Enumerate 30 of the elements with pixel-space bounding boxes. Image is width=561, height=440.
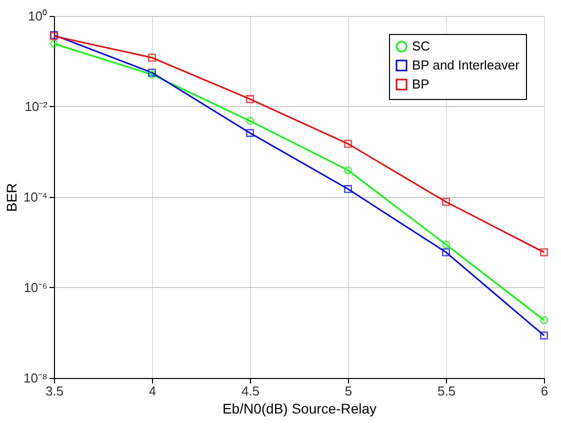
- point: [148, 54, 156, 62]
- y-tick-label: 10⁻⁶: [24, 280, 48, 295]
- legend-label: BP: [412, 76, 430, 92]
- point: [540, 331, 548, 340]
- point: [246, 95, 254, 104]
- x-axis-title: Eb/N0(dB) Source-Relay: [222, 400, 377, 416]
- x-tick-label: 5: [344, 384, 352, 398]
- x-tick-label: 5.5: [437, 384, 456, 398]
- y-tick-label: 10⁰: [28, 8, 48, 24]
- point: [442, 248, 450, 256]
- point: [246, 128, 254, 137]
- point: [50, 40, 58, 48]
- legend-label: BP and Interleaver: [412, 58, 520, 72]
- point: [540, 316, 548, 324]
- point: [540, 248, 548, 256]
- y-tick-label: 10⁻²: [24, 99, 48, 114]
- x-tick-label: 3.5: [45, 384, 64, 398]
- y-tick-label: 10⁻⁴: [23, 190, 48, 204]
- x-tick-label: 6: [540, 384, 548, 398]
- y-axis-title: BER: [3, 183, 20, 212]
- point: [442, 198, 450, 206]
- x-tick-label: 4: [148, 384, 156, 398]
- point: [246, 116, 254, 125]
- point: [442, 240, 450, 249]
- y-tick-label: 10⁻⁸: [24, 370, 48, 386]
- point: [344, 166, 352, 174]
- point: [344, 185, 352, 194]
- point: [344, 140, 352, 148]
- x-tick-label: 4.5: [241, 384, 260, 398]
- legend-label: SC: [412, 38, 430, 54]
